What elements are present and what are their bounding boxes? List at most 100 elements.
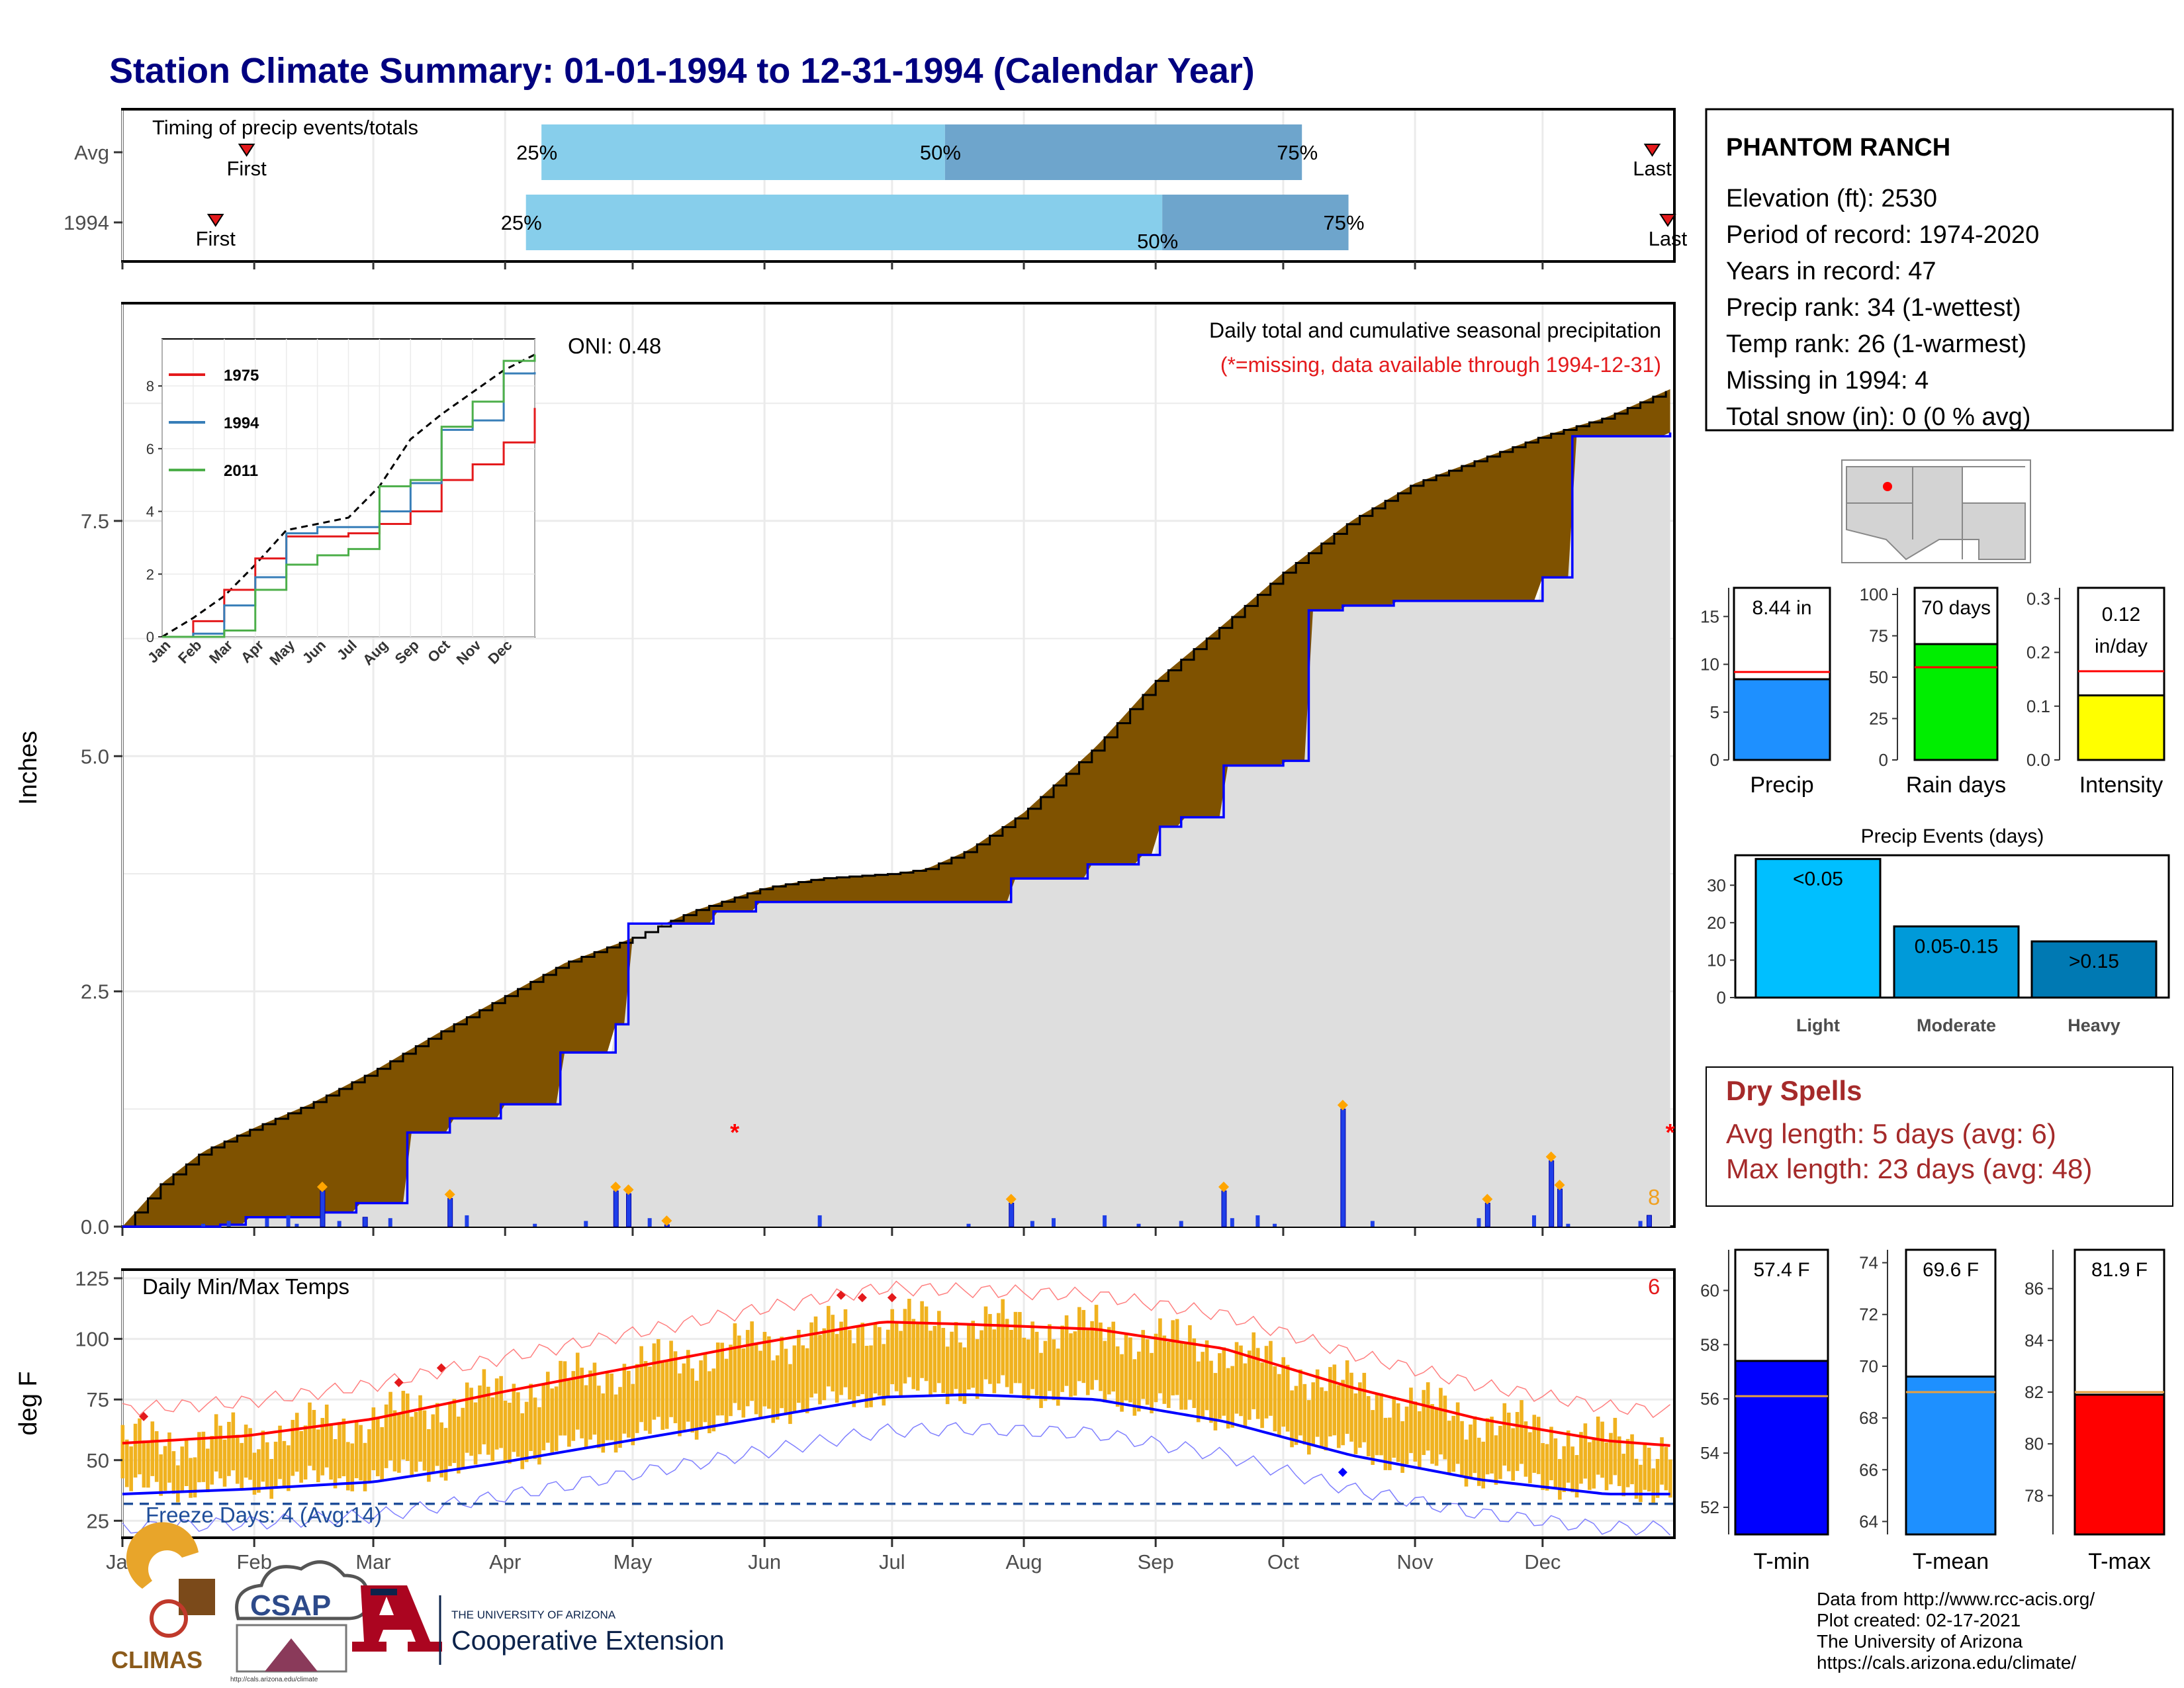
- daily-temp-bar: [291, 1419, 295, 1476]
- y-tick-label: 75: [87, 1388, 109, 1411]
- month-label: Oct: [1267, 1550, 1300, 1573]
- daily-temp-bar: [1064, 1315, 1069, 1386]
- daily-temp-bar: [231, 1412, 236, 1471]
- daily-temp-bar: [575, 1352, 580, 1430]
- stat-y-tick-label: 0.2: [2026, 643, 2050, 663]
- daily-temp-bar: [1345, 1360, 1349, 1434]
- daily-temp-bar: [401, 1391, 406, 1460]
- daily-temp-bar: [1443, 1395, 1447, 1460]
- daily-temp-bar: [933, 1326, 937, 1393]
- daily-temp-bar: [512, 1383, 516, 1452]
- daily-temp-bar: [767, 1336, 771, 1409]
- daily-temp-bar: [257, 1449, 261, 1493]
- daily-temp-bar: [1260, 1362, 1264, 1429]
- daily-temp-bar: [937, 1311, 941, 1383]
- daily-temp-bar: [664, 1360, 669, 1429]
- daily-temp-bar: [261, 1430, 265, 1482]
- stat-value-bar: [1905, 1376, 1997, 1536]
- daily-temp-bar: [848, 1330, 852, 1400]
- stat-category-label: T-max: [2088, 1549, 2150, 1574]
- y-tick-label: 100: [75, 1328, 109, 1351]
- deficit-area: [122, 389, 1670, 1227]
- daily-temp-bar: [1162, 1335, 1167, 1404]
- y-tick-label: 25: [87, 1509, 109, 1532]
- daily-temp-bar: [124, 1439, 129, 1487]
- daily-temp-bar: [138, 1418, 142, 1475]
- daily-temp-bar: [490, 1397, 495, 1462]
- station-line: Precip rank: 34 (1-wettest): [1726, 294, 2021, 322]
- inset-y-tick-label: 6: [146, 441, 154, 457]
- event-marker: [1482, 1194, 1493, 1205]
- events-y-tick-label: 10: [1707, 950, 1726, 970]
- daily-precip-bar: [1255, 1215, 1260, 1227]
- first-event-label: First: [196, 227, 236, 250]
- daily-temp-bar: [184, 1438, 189, 1486]
- inset-series-line: [162, 372, 536, 638]
- daily-temp-bar: [920, 1301, 924, 1378]
- daily-temp-bar: [197, 1432, 201, 1483]
- temp-counter: 6: [1648, 1274, 1660, 1299]
- daily-temp-bar: [222, 1439, 227, 1487]
- daily-temp-bar: [338, 1422, 341, 1479]
- daily-precip-bar: [966, 1223, 971, 1227]
- university-of-arizona-logo: THE UNIVERSITY OF ARIZONA Cooperative Ex…: [352, 1585, 725, 1665]
- daily-temp-bar: [1481, 1441, 1485, 1489]
- daily-temp-bar: [1613, 1417, 1617, 1476]
- daily-temp-bar: [1183, 1342, 1188, 1410]
- daily-temp-bar: [924, 1306, 929, 1382]
- daily-temp-bar: [707, 1371, 711, 1434]
- daily-temp-bar: [167, 1432, 171, 1483]
- daily-temp-bar: [1409, 1387, 1413, 1454]
- daily-precip-bar: [1646, 1215, 1652, 1227]
- daily-precip-bar: [465, 1215, 469, 1227]
- daily-temp-bar: [554, 1386, 559, 1452]
- daily-temp-bar: [1520, 1400, 1524, 1464]
- daily-temp-bar: [1005, 1319, 1009, 1387]
- last-event-marker: [1643, 144, 1661, 157]
- daily-temp-bar: [627, 1370, 631, 1438]
- stat-value-label: 81.9 F: [2091, 1259, 2148, 1281]
- daily-temp-bar: [971, 1321, 976, 1388]
- stat-value-bar: [2073, 1393, 2165, 1536]
- stat-y-tick-label: 78: [2025, 1485, 2044, 1505]
- daily-temp-bar: [359, 1425, 363, 1481]
- daily-temp-bar: [1604, 1442, 1609, 1491]
- stat-value-label: 70 days: [1921, 597, 1991, 619]
- daily-temp-bar: [1358, 1382, 1362, 1448]
- climas-logo: CLIMAS: [111, 1522, 215, 1673]
- daily-temp-bar: [1621, 1454, 1626, 1497]
- daily-temp-bar: [839, 1321, 843, 1395]
- daily-temp-bar: [1320, 1387, 1324, 1448]
- daily-temp-bar: [1103, 1340, 1107, 1403]
- daily-temp-bar: [282, 1440, 287, 1489]
- daily-temp-bar: [244, 1425, 248, 1478]
- event-bar-label: 0.05-0.15: [1915, 936, 1999, 958]
- daily-temp-bar: [992, 1329, 997, 1393]
- daily-temp-bar: [388, 1391, 392, 1461]
- inset-y-tick-label: 8: [146, 378, 154, 395]
- first-event-marker: [206, 214, 224, 227]
- daily-temp-bar: [894, 1321, 899, 1391]
- events-y-tick-label: 20: [1707, 913, 1726, 933]
- inset-y-tick-label: 4: [146, 504, 154, 520]
- precip-missing-counter: 8: [1648, 1185, 1660, 1209]
- daily-precip-bar: [1557, 1188, 1563, 1227]
- daily-temp-bar: [1043, 1340, 1048, 1401]
- daily-temp-bar: [1562, 1446, 1567, 1492]
- daily-temp-bar: [1596, 1416, 1600, 1475]
- station-line: Temp rank: 26 (1-warmest): [1726, 330, 2026, 358]
- daily-temp-bar: [686, 1350, 690, 1422]
- daily-temp-bar: [741, 1348, 746, 1418]
- daily-temp-bar: [1451, 1415, 1456, 1472]
- daily-temp-bar: [1396, 1403, 1400, 1462]
- daily-temp-bar: [392, 1410, 397, 1472]
- stat-value-bar: [2077, 694, 2165, 761]
- stat-y-tick-label: 80: [2025, 1434, 2044, 1454]
- daily-temp-bar: [758, 1350, 762, 1419]
- stat-value-bar: [1734, 1360, 1829, 1536]
- precip-stat-panels: 0 5 10 15 8.44 in Precip 0 25 50 75 100 70 days Rain…: [1700, 585, 2165, 798]
- event-marker: [1337, 1100, 1348, 1111]
- daily-temp-bar: [1532, 1415, 1537, 1473]
- daily-temp-bar: [1558, 1459, 1562, 1500]
